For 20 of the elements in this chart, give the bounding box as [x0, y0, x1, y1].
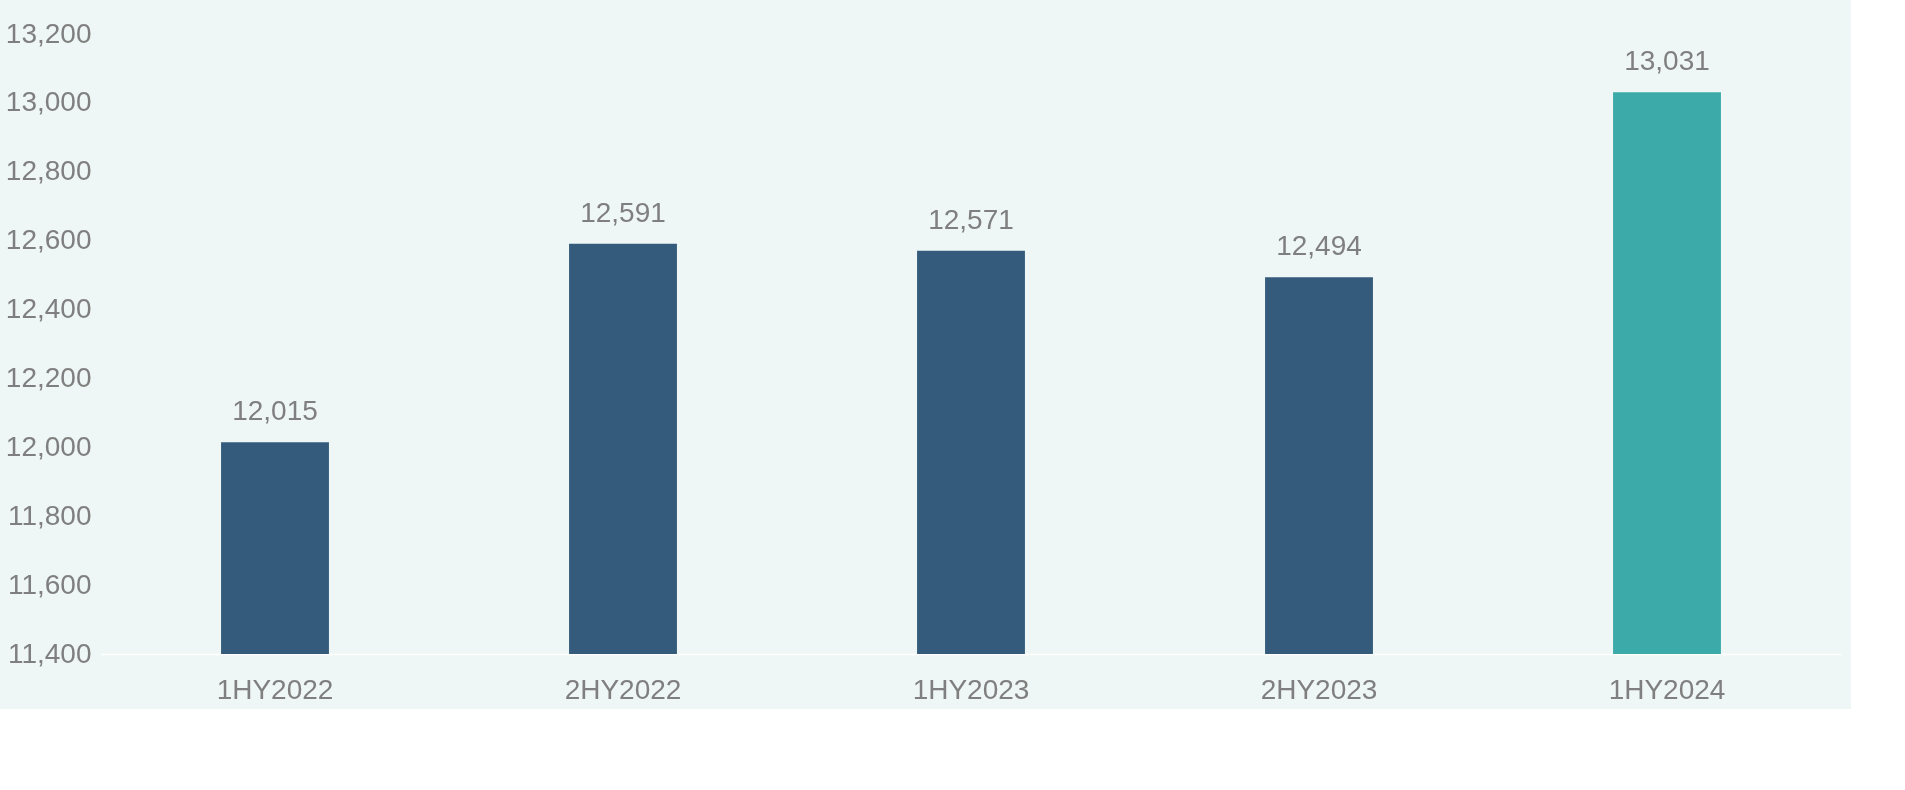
y-tick-label: 12,800: [5, 155, 92, 187]
data-label: 13,031: [1624, 45, 1710, 77]
data-label: 12,015: [232, 395, 318, 427]
data-label: 12,571: [928, 203, 1014, 235]
data-label: 12,591: [580, 196, 666, 228]
y-tick-label: 12,000: [5, 430, 92, 462]
data-label: 12,494: [1276, 230, 1362, 262]
y-tick-label: 11,400: [7, 637, 92, 669]
y-tick-label: 13,000: [5, 86, 92, 118]
y-tick-label: 12,600: [5, 224, 92, 256]
x-tick-label: 1HY2024: [1608, 673, 1726, 705]
y-tick-label: 13,200: [5, 17, 92, 49]
x-tick-label: 2HY2023: [1260, 673, 1378, 705]
y-tick-label: 11,800: [7, 499, 92, 531]
y-tick-label: 12,400: [5, 293, 92, 325]
y-tick-label: 11,600: [7, 568, 92, 600]
x-tick-label: 1HY2023: [912, 673, 1030, 705]
y-tick-label: 12,200: [5, 361, 92, 393]
x-tick-label: 2HY2022: [564, 673, 682, 705]
x-tick-label: 1HY2022: [216, 673, 334, 705]
